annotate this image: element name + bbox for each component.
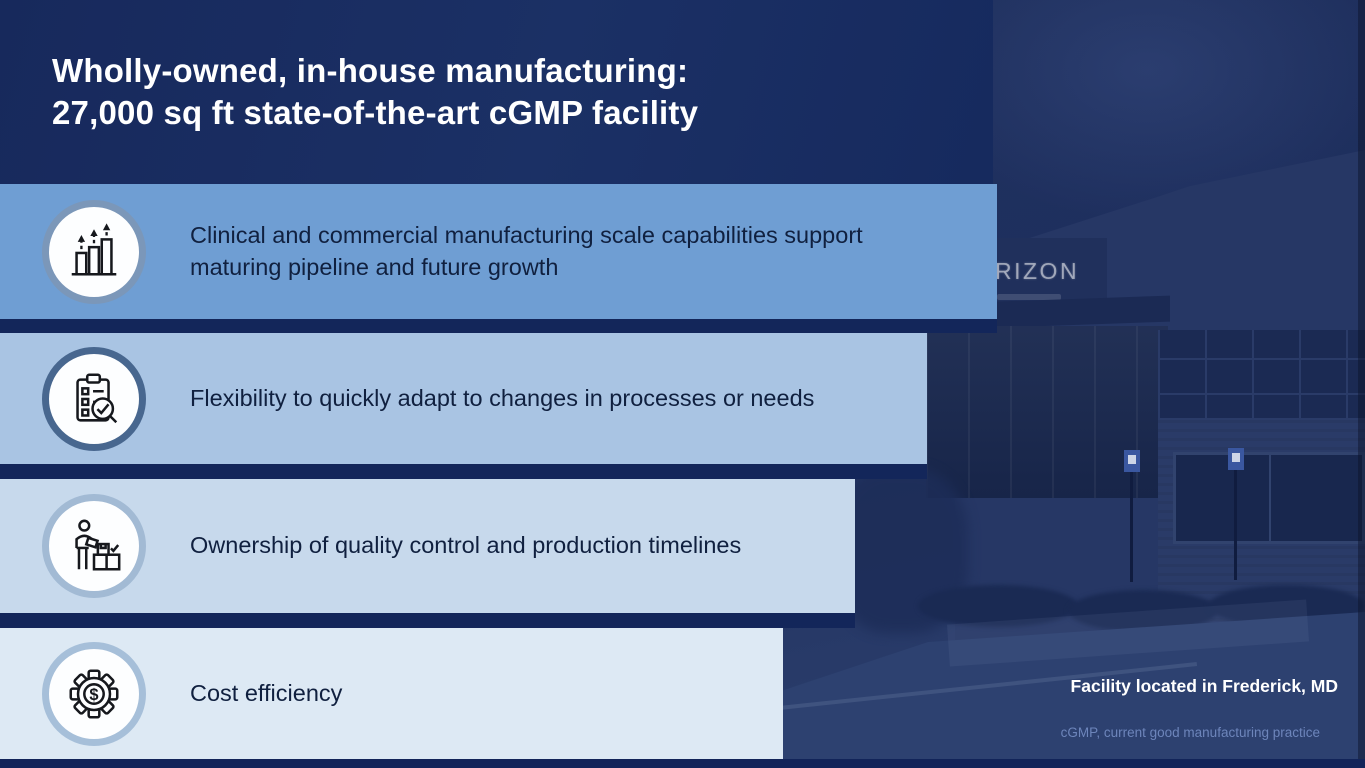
window-divider bbox=[1269, 452, 1271, 544]
icon-badge bbox=[42, 199, 146, 304]
facility-location-text: Facility located in Frederick, MD bbox=[1070, 676, 1338, 696]
parking-sign bbox=[1124, 450, 1140, 472]
icon-badge: $ bbox=[42, 641, 146, 746]
clipboard-checklist-magnifier-icon bbox=[76, 373, 118, 423]
icon-badge bbox=[42, 346, 146, 451]
svg-text:$: $ bbox=[89, 685, 98, 703]
growth-bar-chart-icon bbox=[71, 222, 117, 276]
photo-edge-shadow bbox=[1358, 0, 1365, 768]
facility-photo: RIZON bbox=[778, 0, 1365, 768]
bottom-border-strip bbox=[0, 759, 1365, 768]
title-line-2: 27,000 sq ft state-of-the-art cGMP facil… bbox=[52, 94, 699, 132]
side-window-band bbox=[1173, 452, 1365, 544]
shrubs bbox=[918, 585, 1078, 627]
feature-bar-ownership: Ownership of quality control and product… bbox=[0, 479, 855, 613]
feature-bar-manufacturing-scale: Clinical and commercial manufacturing sc… bbox=[0, 184, 997, 319]
building-sign-subline bbox=[997, 294, 1061, 300]
feature-bar-cost-efficiency: $ Cost efficiency bbox=[0, 628, 783, 759]
gear-dollar-icon: $ bbox=[69, 668, 119, 719]
sign-post bbox=[1130, 462, 1133, 582]
person-inventory-boxes-icon bbox=[75, 519, 121, 571]
title-line-1: Wholly-owned, in-house manufacturing: bbox=[52, 52, 689, 89]
building-sign-text: RIZON bbox=[995, 258, 1080, 284]
title-band bbox=[0, 0, 993, 184]
feature-bar-flexibility: Flexibility to quickly adapt to changes … bbox=[0, 333, 927, 464]
bar-label: Flexibility to quickly adapt to changes … bbox=[190, 384, 815, 411]
sign-post bbox=[1234, 460, 1237, 580]
parking-sign bbox=[1228, 448, 1244, 470]
icon-badge bbox=[42, 494, 146, 598]
cgmp-footnote: cGMP, current good manufacturing practic… bbox=[1060, 725, 1320, 740]
bar-label: Clinical and commercial manufacturing sc… bbox=[190, 222, 863, 280]
bar-label: Ownership of quality control and product… bbox=[190, 532, 742, 559]
bar-label: Cost efficiency bbox=[190, 679, 343, 706]
page-title: Wholly-owned, in-house manufacturing: 27… bbox=[52, 50, 932, 134]
